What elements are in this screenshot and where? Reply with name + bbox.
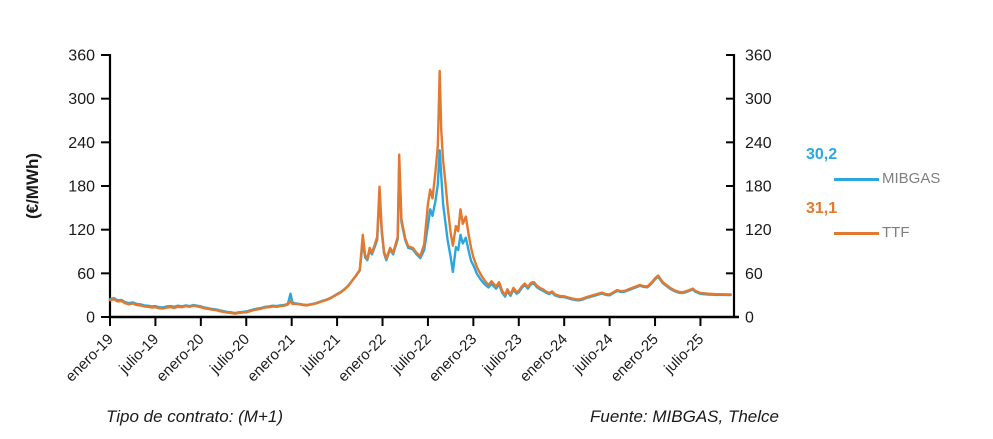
y-axis-tick-label-right: 60 [745,266,763,283]
mibgas-latest-value: 30,2 [806,146,838,163]
source-note: Fuente: MIBGAS, Thelce [590,407,779,426]
mibgas-series-line [108,149,732,315]
legend: 30,2 MIBGAS 31,1 TTF [804,145,974,241]
x-axis-tick-label: enero-25 [607,331,661,385]
y-axis-tick-label-left: 360 [68,48,95,65]
x-axis-tick-label: enero-21 [244,331,298,385]
y-axis-tick-label-left: 120 [68,222,95,239]
x-axis-tick-label: enero-23 [426,331,480,385]
x-axis-tick-label: enero-19 [62,331,116,385]
y-axis-tick-label-left: 180 [68,179,95,196]
y-axis-tick-label-left: 0 [86,310,95,327]
y-axis-tick-label-right: 180 [745,179,772,196]
x-axis-tick-label: enero-22 [335,331,389,385]
y-axis-tick-label-right: 360 [745,48,772,65]
y-axis-tick-label-right: 300 [745,91,772,108]
contract-type-note: Tipo de contrato: (M+1) [106,407,284,426]
y-axis-tick-label-left: 60 [77,266,95,283]
ttf-legend-label: TTF [882,224,910,241]
mibgas-line-swatch [834,177,879,181]
ttf-latest-value: 31,1 [806,200,838,217]
x-axis-tick-label: julio-25 [660,331,707,378]
ttf-line-swatch [834,231,879,235]
mibgas-legend-label: MIBGAS [882,170,941,187]
legend-item-mibgas: 30,2 MIBGAS [804,145,974,187]
x-axis-tick-label: enero-20 [153,331,207,385]
y-axis-tick-label-right: 120 [745,222,772,239]
y-axis-tick-label-left: 300 [68,91,95,108]
y-axis-tick-label-right: 240 [745,135,772,152]
ttf-series-line [108,69,732,315]
y-axis-tick-label-right: 0 [745,310,754,327]
legend-item-ttf: 31,1 TTF [804,199,974,241]
x-axis-tick-label: enero-24 [517,331,571,385]
y-axis-tick-label-left: 240 [68,135,95,152]
y-axis-title: (€/MWh) [23,153,42,219]
